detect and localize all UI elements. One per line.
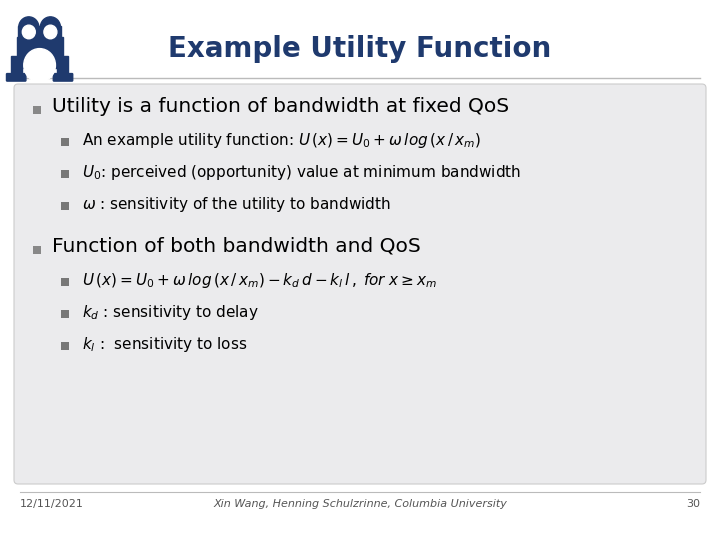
Text: Example Utility Function: Example Utility Function bbox=[168, 35, 552, 63]
Bar bbox=[11, 56, 22, 79]
Text: Utility is a function of bandwidth at fixed QoS: Utility is a function of bandwidth at fi… bbox=[52, 97, 509, 116]
FancyBboxPatch shape bbox=[6, 73, 26, 81]
Circle shape bbox=[44, 25, 57, 39]
Text: Function of both bandwidth and QoS: Function of both bandwidth and QoS bbox=[52, 237, 420, 255]
Text: $U\,(x) = U_0 + \omega\, log\,(x\,/\,x_m) - k_d\, d - k_l\, l\,,\; for\; x \geq : $U\,(x) = U_0 + \omega\, log\,(x\,/\,x_m… bbox=[82, 271, 437, 289]
FancyBboxPatch shape bbox=[53, 73, 73, 81]
Circle shape bbox=[22, 25, 35, 39]
Bar bbox=[33, 106, 41, 114]
Circle shape bbox=[40, 17, 60, 38]
Text: $U_0$: perceived (opportunity) value at minimum bandwidth: $U_0$: perceived (opportunity) value at … bbox=[82, 163, 521, 181]
Circle shape bbox=[19, 17, 39, 38]
Bar bbox=[18, 26, 61, 41]
Text: An example utility function: $U\,(x) = U_0 + \omega\, log\,(x\,/\,x_m)$: An example utility function: $U\,(x) = U… bbox=[82, 131, 481, 150]
Text: $k_d$ : sensitivity to delay: $k_d$ : sensitivity to delay bbox=[82, 302, 258, 321]
Text: $k_l$ :  sensitivity to loss: $k_l$ : sensitivity to loss bbox=[82, 334, 247, 354]
Text: Xin Wang, Henning Schulzrinne, Columbia University: Xin Wang, Henning Schulzrinne, Columbia … bbox=[213, 499, 507, 509]
FancyBboxPatch shape bbox=[14, 84, 706, 484]
Bar bbox=[33, 246, 41, 254]
Bar bbox=[57, 56, 68, 79]
Text: 12/11/2021: 12/11/2021 bbox=[20, 499, 84, 509]
Text: 30: 30 bbox=[686, 499, 700, 509]
Bar bbox=[17, 37, 63, 68]
Text: $\omega$ : sensitivity of the utility to bandwidth: $\omega$ : sensitivity of the utility to… bbox=[82, 194, 391, 213]
Circle shape bbox=[24, 49, 55, 82]
